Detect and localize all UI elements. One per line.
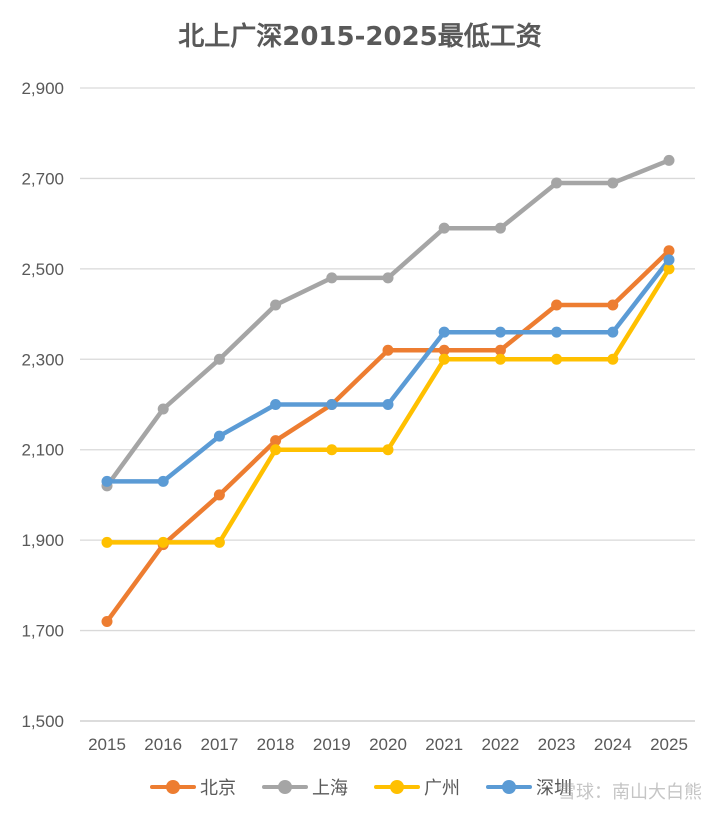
data-point [157,403,169,415]
data-point [663,254,675,266]
data-point [270,444,282,456]
data-point [213,353,225,365]
data-point [551,353,563,365]
y-tick-label: 2,300 [21,350,64,369]
data-point [101,475,113,487]
x-tick-label: 2015 [88,735,126,754]
x-tick-label: 2021 [425,735,463,754]
x-tick-label: 2022 [481,735,519,754]
data-point [438,326,450,338]
watermark: 雪球：南山大白熊 [558,782,702,803]
x-tick-label: 2016 [144,735,182,754]
legend-item: 北京 [150,774,236,800]
data-point [663,154,675,166]
data-point [270,435,282,447]
legend-swatch [262,777,308,797]
data-point [213,536,225,548]
y-tick-label: 1,700 [21,622,64,641]
x-tick-label: 2019 [313,735,351,754]
data-point [101,536,113,548]
data-point [607,299,619,311]
x-tick-label: 2023 [538,735,576,754]
data-point [607,353,619,365]
legend-label: 广州 [424,778,460,799]
data-point [326,444,338,456]
data-point [494,326,506,338]
data-point [607,326,619,338]
data-point [382,399,394,410]
data-point [382,444,394,456]
y-tick-label: 1,900 [21,531,64,550]
data-point [157,536,169,548]
chart-title: 北上广深2015-2025最低工资 [178,22,542,52]
legend-item: 上海 [262,774,348,800]
data-point [551,326,563,338]
data-point [157,475,169,487]
y-tick-label: 2,100 [21,441,64,460]
data-point [663,263,675,275]
data-point [438,222,450,234]
y-tick-label: 2,700 [21,169,64,188]
data-point [213,430,225,442]
x-tick-label: 2025 [650,735,688,754]
data-point [438,344,450,356]
data-point [494,353,506,365]
x-tick-label: 2020 [369,735,407,754]
legend-item: 广州 [374,774,460,800]
legend-label: 上海 [312,778,348,799]
legend-label: 北京 [200,778,236,799]
chart-legend: 北京 上海 广州 深圳 [150,772,598,802]
y-tick-label: 2,500 [21,260,64,279]
x-tick-label: 2018 [257,735,295,754]
legend-swatch [150,777,196,797]
legend-label: 深圳 [536,778,572,799]
x-tick-label: 2017 [200,735,238,754]
data-point [494,222,506,234]
data-point [270,299,282,311]
data-point [326,272,338,284]
legend-swatch [374,777,420,797]
data-point [607,177,619,189]
data-point [494,344,506,356]
series-line [104,158,672,489]
data-point [551,299,563,311]
data-point [382,272,394,284]
data-point [551,177,563,189]
legend-item: 深圳 [486,774,572,800]
data-point [270,399,282,410]
data-point [382,344,394,356]
data-point [663,245,675,257]
data-point [438,353,450,365]
data-point [213,489,225,501]
data-point [101,616,113,628]
legend-swatch [486,777,532,797]
data-point [326,399,338,410]
x-tick-label: 2024 [594,735,632,754]
y-tick-label: 2,900 [21,79,64,98]
series-line [104,248,672,624]
y-tick-label: 1,500 [21,712,64,731]
